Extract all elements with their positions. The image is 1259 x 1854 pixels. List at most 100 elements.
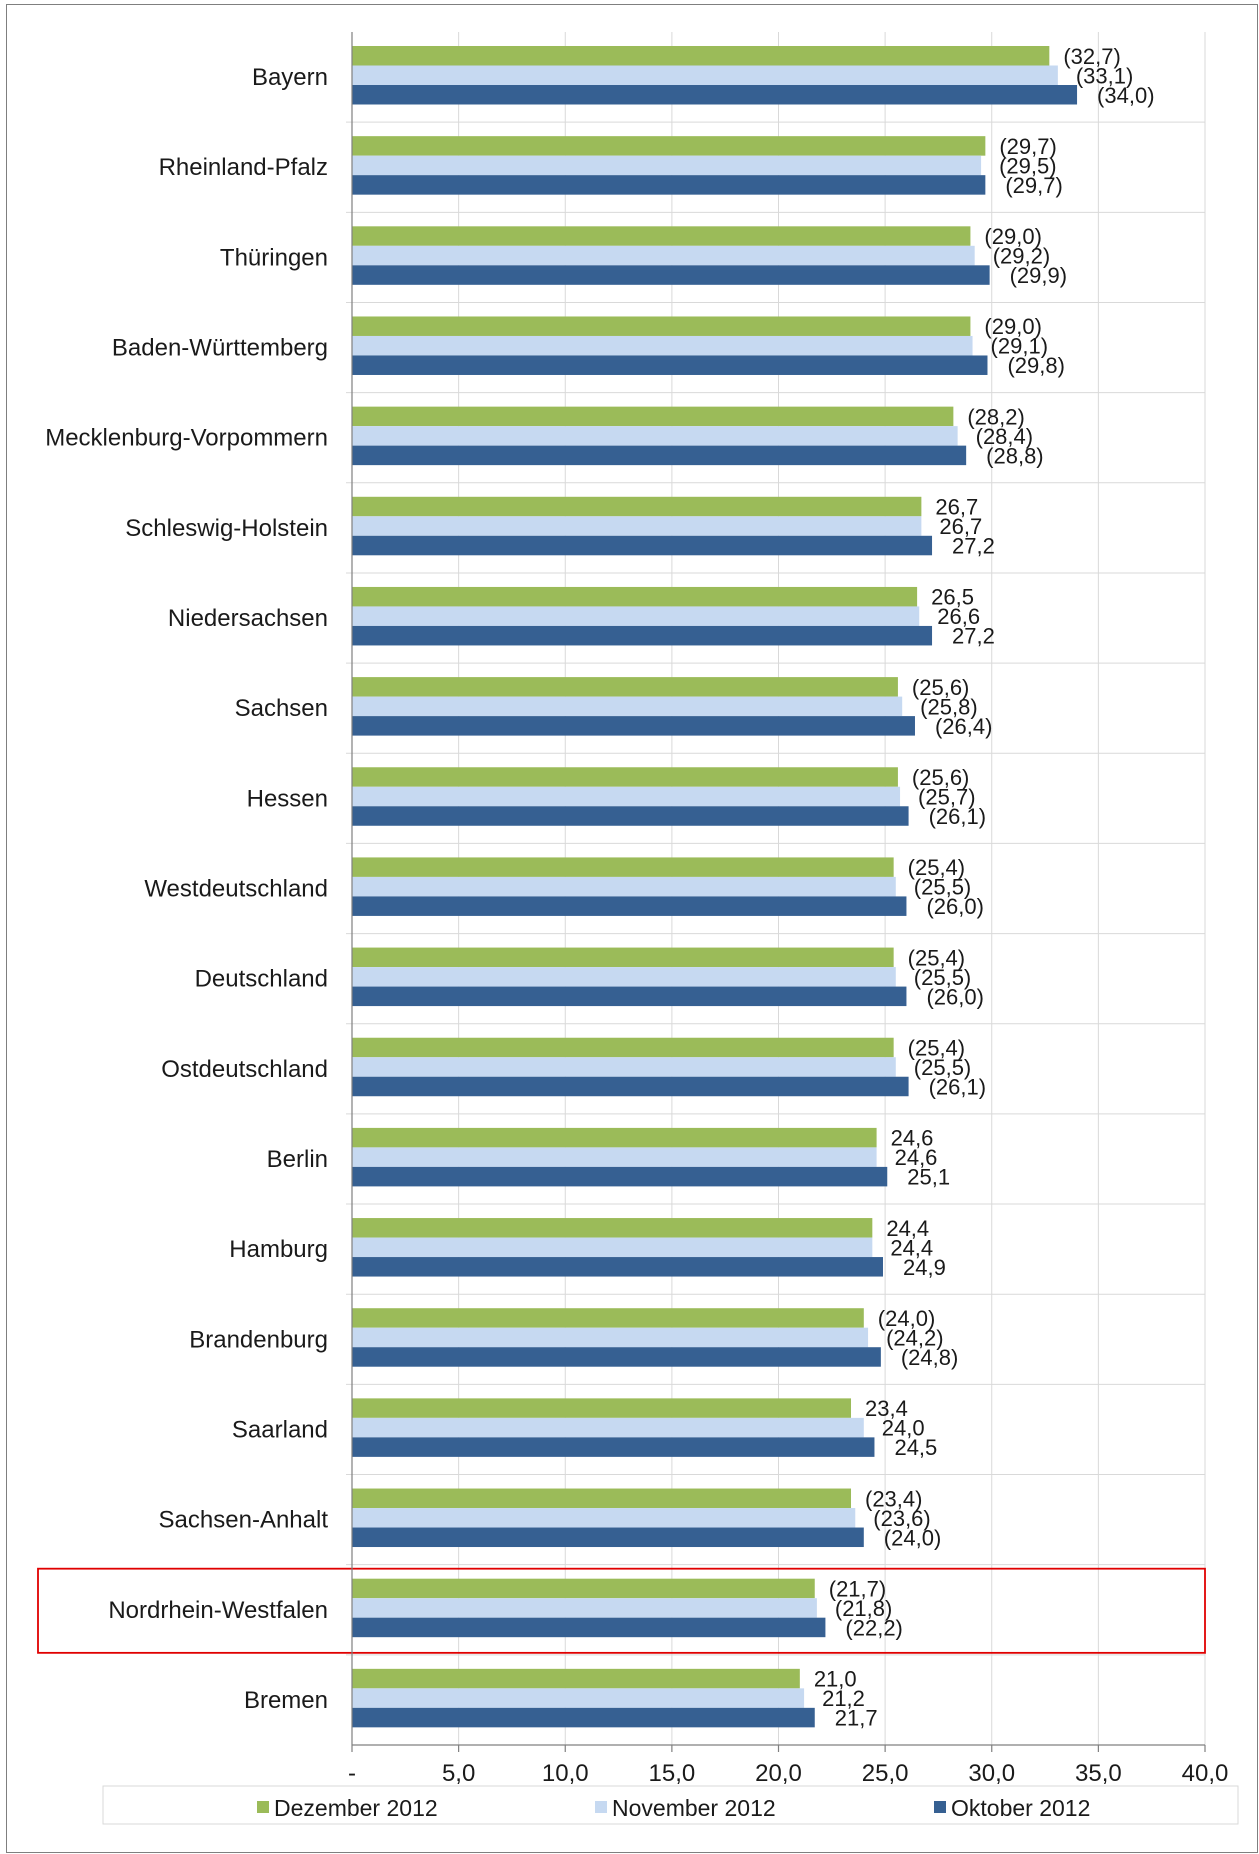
data-label: (22,2) [845,1615,902,1640]
category-label: Berlin [267,1146,328,1173]
bar [352,697,902,717]
bar [352,1057,896,1077]
bar [352,1598,817,1618]
bar [352,1418,864,1438]
bar [352,516,921,536]
bar [352,175,985,195]
bar [352,1489,851,1509]
data-label: (24,8) [901,1345,958,1370]
bar [352,606,919,626]
data-label: 24,9 [903,1255,946,1280]
bar [352,948,894,968]
bar [352,587,917,607]
category-label: Baden-Württemberg [112,335,328,362]
data-label: 27,2 [952,624,995,649]
bar [352,407,953,427]
bar [352,1618,825,1638]
bar [352,626,932,646]
bar [352,1347,881,1367]
x-tick-label: 10,0 [542,1760,589,1787]
data-label: 25,1 [907,1165,950,1190]
bar [352,677,898,697]
bar [352,355,987,375]
bar [352,85,1077,105]
bar [352,1147,877,1167]
data-label: 27,2 [952,534,995,559]
category-label: Mecklenburg-Vorpommern [45,425,328,452]
bar [352,857,894,877]
bar [352,1308,864,1328]
bar [352,46,1049,66]
bar [352,1328,868,1348]
legend-swatch [595,1801,607,1813]
category-label: Bayern [252,64,328,91]
data-label: (29,8) [1007,353,1064,378]
data-label: (24,0) [884,1525,941,1550]
category-label: Brandenburg [189,1326,328,1353]
bar [352,1257,883,1277]
data-label: (34,0) [1097,83,1154,108]
category-label: Bremen [244,1687,328,1714]
bar [352,156,981,176]
data-label: (26,0) [926,894,983,919]
category-label: Nordrhein-Westfalen [108,1597,328,1624]
legend-label: November 2012 [612,1795,776,1821]
bar [352,1437,874,1457]
category-label: Sachsen-Anhalt [159,1507,329,1534]
data-label: (26,4) [935,714,992,739]
bar [352,1688,804,1708]
bar [352,896,906,916]
bar [352,336,973,356]
bar [352,1238,872,1258]
category-label: Hessen [247,785,328,812]
bar [352,1218,872,1238]
category-label: Rheinland-Pfalz [159,154,328,181]
bar [352,497,921,516]
bar [352,446,966,466]
bar [352,316,970,336]
bar [352,806,909,826]
bar [352,1508,855,1528]
category-label: Sachsen [235,695,328,722]
category-label: Deutschland [195,966,328,993]
data-label: (29,9) [1010,263,1067,288]
legend-label: Oktober 2012 [951,1795,1090,1821]
x-tick-label: 30,0 [968,1760,1015,1787]
bar [352,767,898,787]
x-tick-label: 25,0 [862,1760,909,1787]
category-label: Hamburg [229,1236,328,1263]
bar [352,136,985,156]
bar [352,536,932,556]
data-label: 21,7 [835,1706,878,1731]
bar [352,987,906,1007]
data-label: 24,5 [894,1435,937,1460]
bar [352,967,896,987]
bar [352,1669,800,1689]
bar [352,426,958,446]
bar [352,787,900,807]
bar [352,1077,909,1097]
category-label: Saarland [232,1416,328,1443]
bar [352,877,896,897]
bar [352,1708,815,1728]
bar [352,66,1058,86]
bar [352,1167,887,1187]
category-label: Niedersachsen [168,605,328,632]
bar [352,1398,851,1418]
bar [352,265,990,285]
x-tick-label: 5,0 [442,1760,475,1787]
x-tick-label: - [348,1760,356,1787]
data-label: (26,1) [929,1074,986,1099]
x-tick-label: 35,0 [1075,1760,1122,1787]
legend-swatch [257,1801,269,1813]
category-label: Schleswig-Holstein [125,515,328,542]
x-tick-label: 15,0 [649,1760,696,1787]
bar [352,226,970,246]
data-label: (29,7) [1005,173,1062,198]
bar [352,1128,877,1148]
bar [352,246,975,266]
category-label: Ostdeutschland [161,1056,328,1083]
legend-swatch [934,1801,946,1813]
x-tick-label: 40,0 [1182,1760,1229,1787]
